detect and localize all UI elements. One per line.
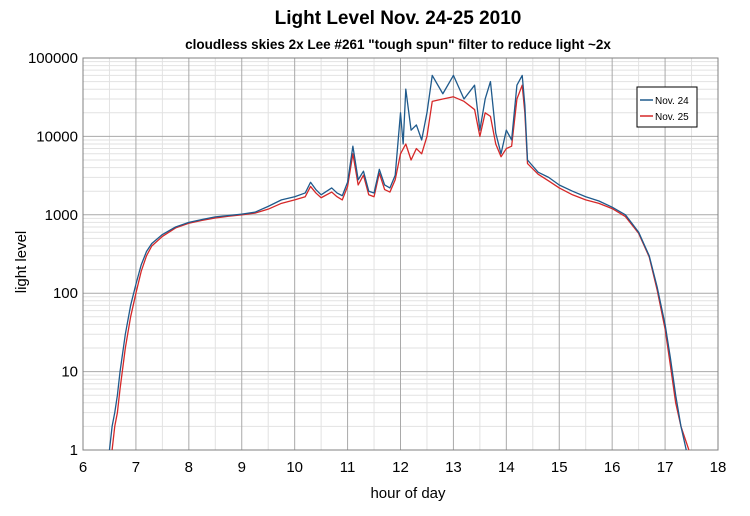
x-tick-label: 7 [132, 459, 140, 476]
x-tick-label: 15 [551, 459, 568, 476]
x-tick-label: 14 [498, 459, 515, 476]
x-tick-label: 6 [79, 459, 87, 476]
chart-subtitle: cloudless skies 2x Lee #261 "tough spun"… [185, 37, 611, 52]
y-axis-label: light level [13, 231, 30, 294]
x-tick-label: 13 [445, 459, 462, 476]
x-tick-label: 9 [238, 459, 246, 476]
y-tick-label: 10000 [36, 128, 78, 145]
y-tick-label: 1000 [45, 207, 78, 224]
x-tick-label: 16 [604, 459, 621, 476]
x-tick-label: 10 [286, 459, 303, 476]
x-tick-label: 11 [340, 459, 356, 476]
series-layer [108, 74, 690, 451]
legend: Nov. 24 Nov. 25 [636, 86, 698, 128]
y-axis-ticks: 1 10 100 1000 10000 100000 [28, 50, 78, 459]
y-tick-label: 1 [70, 442, 78, 459]
series-line-nov-25 [111, 84, 690, 451]
series-line-nov-24 [108, 74, 687, 451]
x-tick-label: 17 [657, 459, 674, 476]
legend-label-nov-25: Nov. 25 [655, 112, 689, 123]
y-tick-label: 100 [53, 285, 78, 302]
chart-title: Light Level Nov. 24-25 2010 [275, 8, 522, 29]
x-axis-label: hour of day [370, 485, 446, 502]
legend-label-nov-24: Nov. 24 [655, 96, 689, 107]
x-tick-label: 12 [392, 459, 409, 476]
plot-frame [82, 57, 719, 451]
x-tick-label: 18 [710, 459, 727, 476]
x-axis-ticks: 6 7 8 9 10 11 12 13 14 15 16 17 18 [79, 459, 727, 476]
y-tick-label: 100000 [28, 50, 78, 67]
x-tick-label: 8 [185, 459, 193, 476]
plot-area [82, 57, 719, 451]
legend-box [636, 86, 698, 128]
y-tick-label: 10 [61, 364, 78, 381]
